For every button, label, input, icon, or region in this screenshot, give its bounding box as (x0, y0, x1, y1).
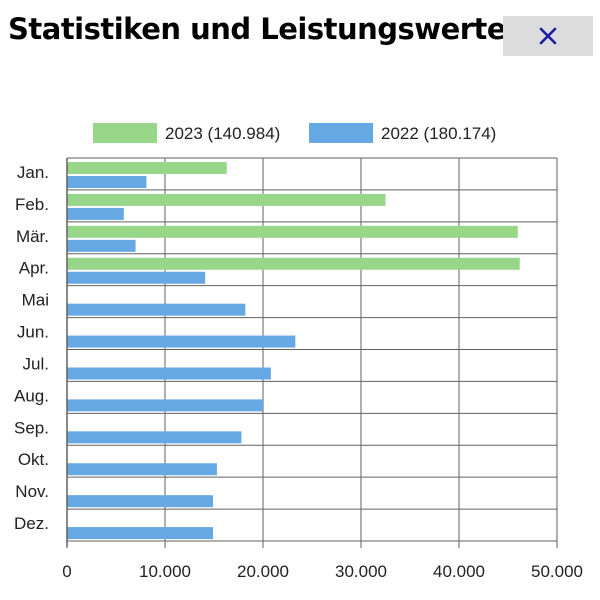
bar-2023-2 (67, 225, 518, 238)
bar-2023-3 (67, 257, 520, 270)
legend-swatch-1 (309, 123, 373, 143)
bar-2022-0 (67, 176, 147, 188)
x-tick-label-5: 50.000 (531, 562, 583, 581)
x-tick-label-0: 0 (62, 562, 71, 581)
bar-2022-1 (67, 207, 124, 220)
y-tick-label-3: Apr. (19, 259, 49, 278)
page-title: Statistiken und Leistungswerte (8, 12, 507, 46)
x-tick-label-2: 20.000 (237, 562, 289, 581)
bar-2022-2 (67, 239, 136, 252)
y-tick-label-2: Mär. (16, 227, 49, 246)
close-button[interactable] (503, 16, 593, 56)
y-axis-labels: Jan. Feb. Mär. Apr. Mai Jun. Jul. Aug. Sep. Okt. N… (14, 163, 49, 533)
x-axis-labels: 0 10.000 20.000 30.000 40.000 50.000 (62, 562, 583, 581)
bar-2022-8 (67, 431, 242, 444)
y-tick-label-4: Mai (22, 291, 49, 310)
chart-axes (66, 158, 558, 548)
y-tick-label-6: Jul. (23, 354, 49, 373)
y-tick-label-0: Jan. (17, 163, 49, 182)
y-tick-label-9: Okt. (18, 450, 49, 469)
x-tick-label-3: 30.000 (335, 562, 387, 581)
y-tick-label-7: Aug. (14, 386, 49, 405)
legend-label-0: 2023 (140.984) (165, 124, 280, 143)
bar-2022-5 (67, 335, 296, 348)
chart-grid (66, 157, 558, 542)
x-tick-label-4: 40.000 (433, 562, 485, 581)
legend-label-1: 2022 (180.174) (381, 124, 496, 143)
bar-2022-11 (67, 527, 214, 540)
chart-bars (67, 162, 520, 540)
bar-2022-4 (67, 303, 246, 316)
y-tick-label-10: Nov. (15, 482, 49, 501)
chart-legend: 2023 (140.984) 2022 (180.174) (93, 123, 496, 143)
x-tick-label-1: 10.000 (139, 562, 191, 581)
bar-2022-6 (67, 367, 271, 380)
bar-2023-0 (67, 162, 227, 174)
bar-2023-1 (67, 193, 386, 206)
bar-2022-7 (67, 399, 263, 412)
legend-swatch-0 (93, 123, 157, 143)
close-icon (539, 27, 557, 45)
y-tick-label-1: Feb. (15, 195, 49, 214)
y-tick-label-5: Jun. (17, 323, 49, 342)
y-tick-label-8: Sep. (14, 418, 49, 437)
bar-2022-10 (67, 495, 214, 508)
y-tick-label-11: Dez. (14, 514, 49, 533)
bar-2022-3 (67, 271, 206, 284)
bar-2022-9 (67, 463, 217, 476)
